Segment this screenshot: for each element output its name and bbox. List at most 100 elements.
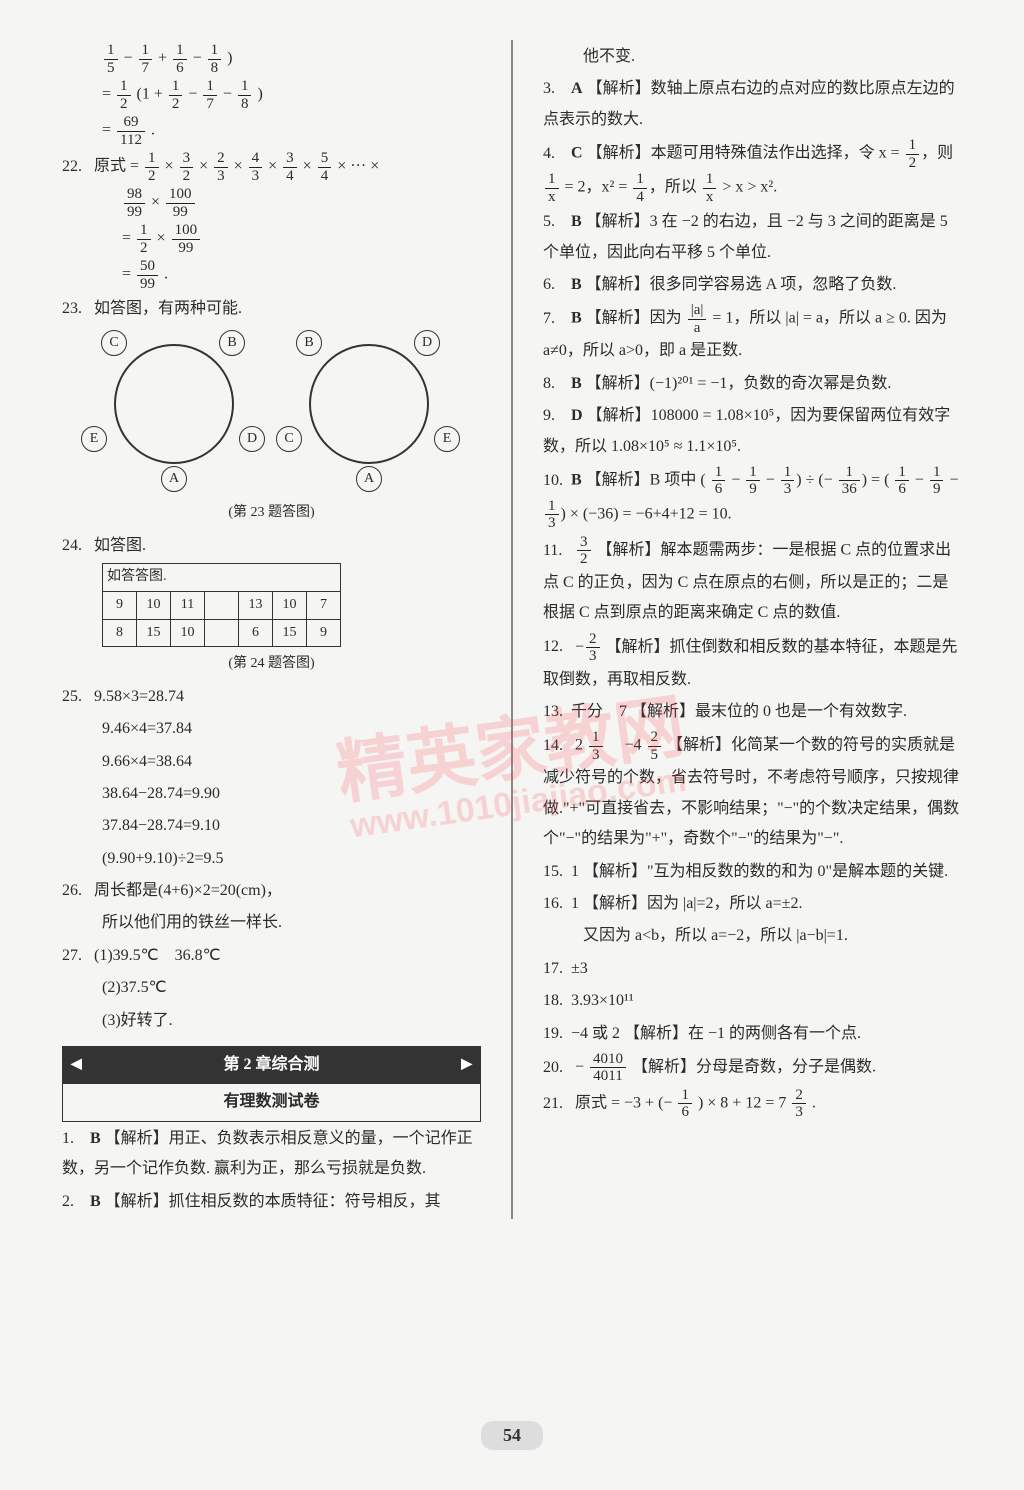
op: − bbox=[124, 50, 137, 67]
item-number: 9. bbox=[543, 401, 571, 431]
answer: B bbox=[571, 213, 582, 230]
frac: 17 bbox=[139, 42, 153, 76]
frac: 40104011 bbox=[590, 1051, 626, 1085]
q20: 20. − 40104011 【解析】分母是奇数，分子是偶数. bbox=[543, 1051, 962, 1085]
table-row: 9 10 11 13 10 7 bbox=[103, 591, 341, 619]
frac: 1x bbox=[545, 171, 559, 205]
answer: B bbox=[571, 375, 582, 392]
q16: 16.1 【解析】因为 |a|=2，所以 a=±2. bbox=[543, 889, 962, 919]
explanation: 【解析】抓住相反数的本质特征：符号相反，其 bbox=[105, 1193, 441, 1210]
answer: −4 或 2 bbox=[571, 1025, 620, 1042]
q24: 24. 如答图. bbox=[62, 531, 481, 561]
frac: 12 bbox=[145, 150, 159, 184]
frac: 12 bbox=[906, 137, 920, 171]
item-number: 5. bbox=[543, 207, 571, 237]
table-cell: 9 bbox=[103, 591, 137, 619]
frac: 43 bbox=[249, 150, 263, 184]
frac: 34 bbox=[283, 150, 297, 184]
q19: 19.−4 或 2 【解析】在 −1 的两侧各有一个点. bbox=[543, 1019, 962, 1049]
text: −4 bbox=[609, 737, 646, 754]
item-number: 23. bbox=[62, 294, 90, 324]
q17: 17.±3 bbox=[543, 954, 962, 984]
table-row: 8 15 10 6 15 9 bbox=[103, 619, 341, 647]
op: − bbox=[945, 472, 958, 489]
item-number: 10. bbox=[543, 466, 571, 496]
text: × ··· × bbox=[333, 158, 379, 175]
item-number: 1. bbox=[62, 1124, 90, 1154]
section-title: 第 2 章综合测 bbox=[223, 1050, 319, 1080]
text: = 2，x² = bbox=[561, 179, 632, 196]
item-number: 27. bbox=[62, 941, 90, 971]
section-header: ◀ 第 2 章综合测 ▶ 有理数测试卷 bbox=[62, 1046, 481, 1122]
q22: 22. 原式 = 12 × 32 × 23 × 43 × 34 × 54 × ·… bbox=[62, 150, 481, 184]
q24-table: 如答答图. 9 10 11 13 10 7 8 15 10 6 15 9 bbox=[102, 563, 341, 647]
q21: 21. 原式 = −3 + (− 16 ) × 8 + 12 = 7 23 . bbox=[543, 1087, 962, 1121]
q23-diagrams: C B E D A B D C E A bbox=[62, 326, 481, 496]
table-header: 如答答图. bbox=[103, 564, 341, 592]
text: ) = ( bbox=[862, 472, 890, 489]
text: ，则 bbox=[921, 145, 953, 162]
explanation: 【解析】抓住倒数和相反数的基本特征，本题是先取倒数，再取相反数. bbox=[543, 638, 958, 687]
item-number: 8. bbox=[543, 369, 571, 399]
q9: 9.D 【解析】108000 = 1.08×10⁵，因为要保留两位有效字数，所以… bbox=[543, 401, 962, 462]
text: (1)39.5℃ 36.8℃ bbox=[90, 947, 221, 964]
q10: 10.B 【解析】B 项中 ( 16 − 19 − 13) ÷ (− 136) … bbox=[543, 464, 962, 532]
text: ) × (−36) = −6+4+12 = 10. bbox=[561, 506, 732, 523]
text: ) bbox=[257, 86, 262, 103]
explanation: 【解析】最末位的 0 也是一个有效数字. bbox=[631, 703, 907, 720]
text: 如答图. bbox=[94, 537, 146, 554]
text: (3)好转了. bbox=[62, 1006, 481, 1036]
item-number: 14. bbox=[543, 731, 571, 761]
q12: 12. −23 【解析】抓住倒数和相反数的基本特征，本题是先取倒数，再取相反数. bbox=[543, 631, 962, 695]
explanation: 【解析】"互为相反数的数的和为 0"是解本题的关键. bbox=[583, 863, 948, 880]
text: 【解析】B 项中 ( bbox=[586, 472, 706, 489]
op: − bbox=[727, 472, 744, 489]
answer: ±3 bbox=[571, 960, 588, 977]
answer: B bbox=[571, 276, 582, 293]
triangle-left-icon: ◀ bbox=[63, 1052, 90, 1079]
frac: 16 bbox=[173, 42, 187, 76]
op: × bbox=[264, 158, 281, 175]
q8: 8.B 【解析】(−1)²⁰¹ = −1，负数的奇次幂是负数. bbox=[543, 369, 962, 399]
op: × bbox=[151, 194, 164, 211]
triangle-right-icon: ▶ bbox=[453, 1052, 480, 1079]
table-cell: 15 bbox=[137, 619, 171, 647]
frac: 10099 bbox=[172, 222, 201, 256]
table-cell: 13 bbox=[239, 591, 273, 619]
frac: 32 bbox=[180, 150, 194, 184]
text: ，所以 bbox=[649, 179, 701, 196]
explanation: 【解析】3 在 −2 的右边，且 −2 与 3 之间的距离是 5 个单位，因此向… bbox=[543, 213, 948, 260]
q25: 25. 9.58×3=28.74 bbox=[62, 682, 481, 712]
answer: 3.93×10¹¹ bbox=[571, 992, 634, 1009]
table-cell: 8 bbox=[103, 619, 137, 647]
frac: 1x bbox=[703, 171, 717, 205]
op: × bbox=[195, 158, 212, 175]
text: 【解析】本题可用特殊值法作出选择，令 x = bbox=[587, 145, 904, 162]
text: − bbox=[575, 1059, 588, 1076]
explanation: 【解析】(−1)²⁰¹ = −1，负数的奇次幂是负数. bbox=[586, 375, 892, 392]
q1: 1.B 【解析】用正、负数表示相反意义的量，一个记作正数，另一个记作负数. 赢利… bbox=[62, 1124, 481, 1185]
node-label: E bbox=[434, 426, 460, 452]
diagram-1: C B E D A bbox=[79, 326, 269, 496]
left-column: 15 − 17 + 16 − 18 ) = 12 (1 + 12 − 17 − … bbox=[62, 40, 481, 1219]
q7: 7.B 【解析】因为 |a|a = 1，所以 |a| = a，所以 a ≥ 0.… bbox=[543, 302, 962, 366]
section-subtitle: 有理数测试卷 bbox=[63, 1083, 480, 1120]
frac: 16 bbox=[678, 1087, 692, 1121]
text-continuation: 他不变. bbox=[543, 42, 962, 72]
text: 原式 = bbox=[94, 158, 143, 175]
text: 37.84−28.74=9.10 bbox=[62, 811, 481, 841]
explanation: 【解析】因为 |a|=2，所以 a=±2. bbox=[583, 895, 802, 912]
op: + bbox=[158, 50, 171, 67]
frac: 32 bbox=[577, 534, 591, 568]
item-number: 12. bbox=[543, 632, 571, 662]
explanation: 【解析】分母是奇数，分子是偶数. bbox=[632, 1059, 876, 1076]
table-cell bbox=[205, 591, 239, 619]
text: 又因为 a<b，所以 a=−2，所以 |a−b|=1. bbox=[543, 921, 962, 951]
text: 所以他们用的铁丝一样长. bbox=[62, 908, 481, 938]
expr-line: 15 − 17 + 16 − 18 ) bbox=[62, 42, 481, 76]
frac: 54 bbox=[318, 150, 332, 184]
frac: 12 bbox=[137, 222, 151, 256]
node-label: D bbox=[239, 426, 265, 452]
item-number: 20. bbox=[543, 1053, 571, 1083]
node-label: B bbox=[296, 330, 322, 356]
